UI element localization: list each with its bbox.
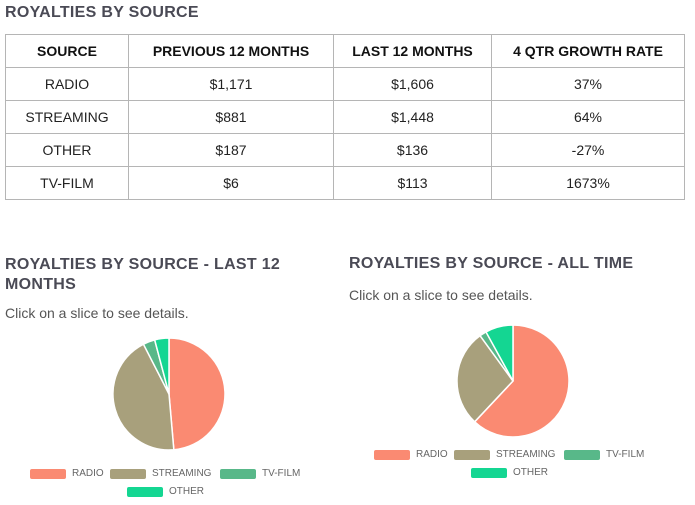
- legend-swatch: [127, 486, 163, 497]
- cell-growth: -27%: [491, 133, 685, 167]
- header-growth-rate: 4 QTR GROWTH RATE: [491, 34, 685, 68]
- table-row: STREAMING $881 $1,448 64%: [5, 100, 685, 134]
- pie-all-time-title: ROYALTIES BY SOURCE - ALL TIME: [349, 255, 634, 272]
- pie-chart-all-time[interactable]: [450, 320, 580, 444]
- legend-label: RADIO: [416, 449, 448, 460]
- header-source: SOURCE: [5, 34, 129, 68]
- cell-previous: $6: [128, 166, 334, 200]
- pie-slice-other[interactable]: [485, 324, 514, 382]
- legend-item-radio[interactable]: RADIO: [30, 468, 104, 479]
- cell-source: STREAMING: [5, 100, 129, 134]
- legend-swatch: [564, 449, 600, 460]
- legend-swatch: [454, 449, 490, 460]
- cell-source: TV-FILM: [5, 166, 129, 200]
- pie-all-time-hint: Click on a slice to see details.: [349, 287, 533, 303]
- cell-growth: 37%: [491, 67, 685, 101]
- legend-item-tv-film[interactable]: TV-FILM: [564, 449, 644, 460]
- legend-item-other[interactable]: OTHER: [471, 467, 548, 478]
- legend-label: RADIO: [72, 468, 104, 479]
- pie-slice-radio[interactable]: [473, 324, 570, 438]
- cell-previous: $187: [128, 133, 334, 167]
- legend-swatch: [110, 468, 146, 479]
- pie-slice-streaming[interactable]: [112, 343, 175, 451]
- pie-last-12-months-hint: Click on a slice to see details.: [5, 305, 189, 321]
- pie-last-12-months-title: ROYALTIES BY SOURCE - LAST 12 MONTHS: [5, 256, 281, 293]
- table-title: ROYALTIES BY SOURCE: [5, 4, 199, 21]
- header-last-12-months: LAST 12 MONTHS: [333, 34, 492, 68]
- pie-slice-radio[interactable]: [168, 338, 226, 451]
- legend-swatch: [471, 467, 507, 478]
- legend-item-streaming[interactable]: STREAMING: [454, 449, 555, 460]
- legend-item-streaming[interactable]: STREAMING: [110, 468, 211, 479]
- legend-swatch: [30, 468, 66, 479]
- legend-item-other[interactable]: OTHER: [127, 486, 204, 497]
- royalties-table: SOURCE PREVIOUS 12 MONTHS LAST 12 MONTHS…: [5, 34, 685, 200]
- legend-swatch: [220, 468, 256, 479]
- cell-previous: $1,171: [128, 67, 334, 101]
- cell-source: RADIO: [5, 67, 129, 101]
- legend-swatch: [374, 449, 410, 460]
- cell-last: $1,448: [333, 100, 492, 134]
- pie-chart-last-12-months[interactable]: [105, 338, 235, 458]
- cell-previous: $881: [128, 100, 334, 134]
- cell-last: $136: [333, 133, 492, 167]
- legend-label: TV-FILM: [606, 449, 645, 460]
- legend-item-radio[interactable]: RADIO: [374, 449, 448, 460]
- table-header-row: SOURCE PREVIOUS 12 MONTHS LAST 12 MONTHS…: [5, 34, 685, 68]
- table-row: RADIO $1,171 $1,606 37%: [5, 67, 685, 101]
- legend-item-tv-film[interactable]: TV-FILM: [220, 468, 300, 479]
- pie-slice-other[interactable]: [153, 338, 170, 395]
- header-previous-12-months: PREVIOUS 12 MONTHS: [128, 34, 334, 68]
- legend-label: STREAMING: [152, 468, 212, 479]
- table-row: TV-FILM $6 $113 1673%: [5, 166, 685, 200]
- cell-last: $113: [333, 166, 492, 200]
- cell-source: OTHER: [5, 133, 129, 167]
- cell-growth: 64%: [491, 100, 685, 134]
- cell-last: $1,606: [333, 67, 492, 101]
- legend-label: OTHER: [513, 467, 548, 478]
- legend-label: OTHER: [169, 486, 204, 497]
- legend-label: TV-FILM: [262, 468, 301, 479]
- cell-growth: 1673%: [491, 166, 685, 200]
- table-row: OTHER $187 $136 -27%: [5, 133, 685, 167]
- pie-slice-streaming[interactable]: [456, 334, 514, 423]
- legend-label: STREAMING: [496, 449, 556, 460]
